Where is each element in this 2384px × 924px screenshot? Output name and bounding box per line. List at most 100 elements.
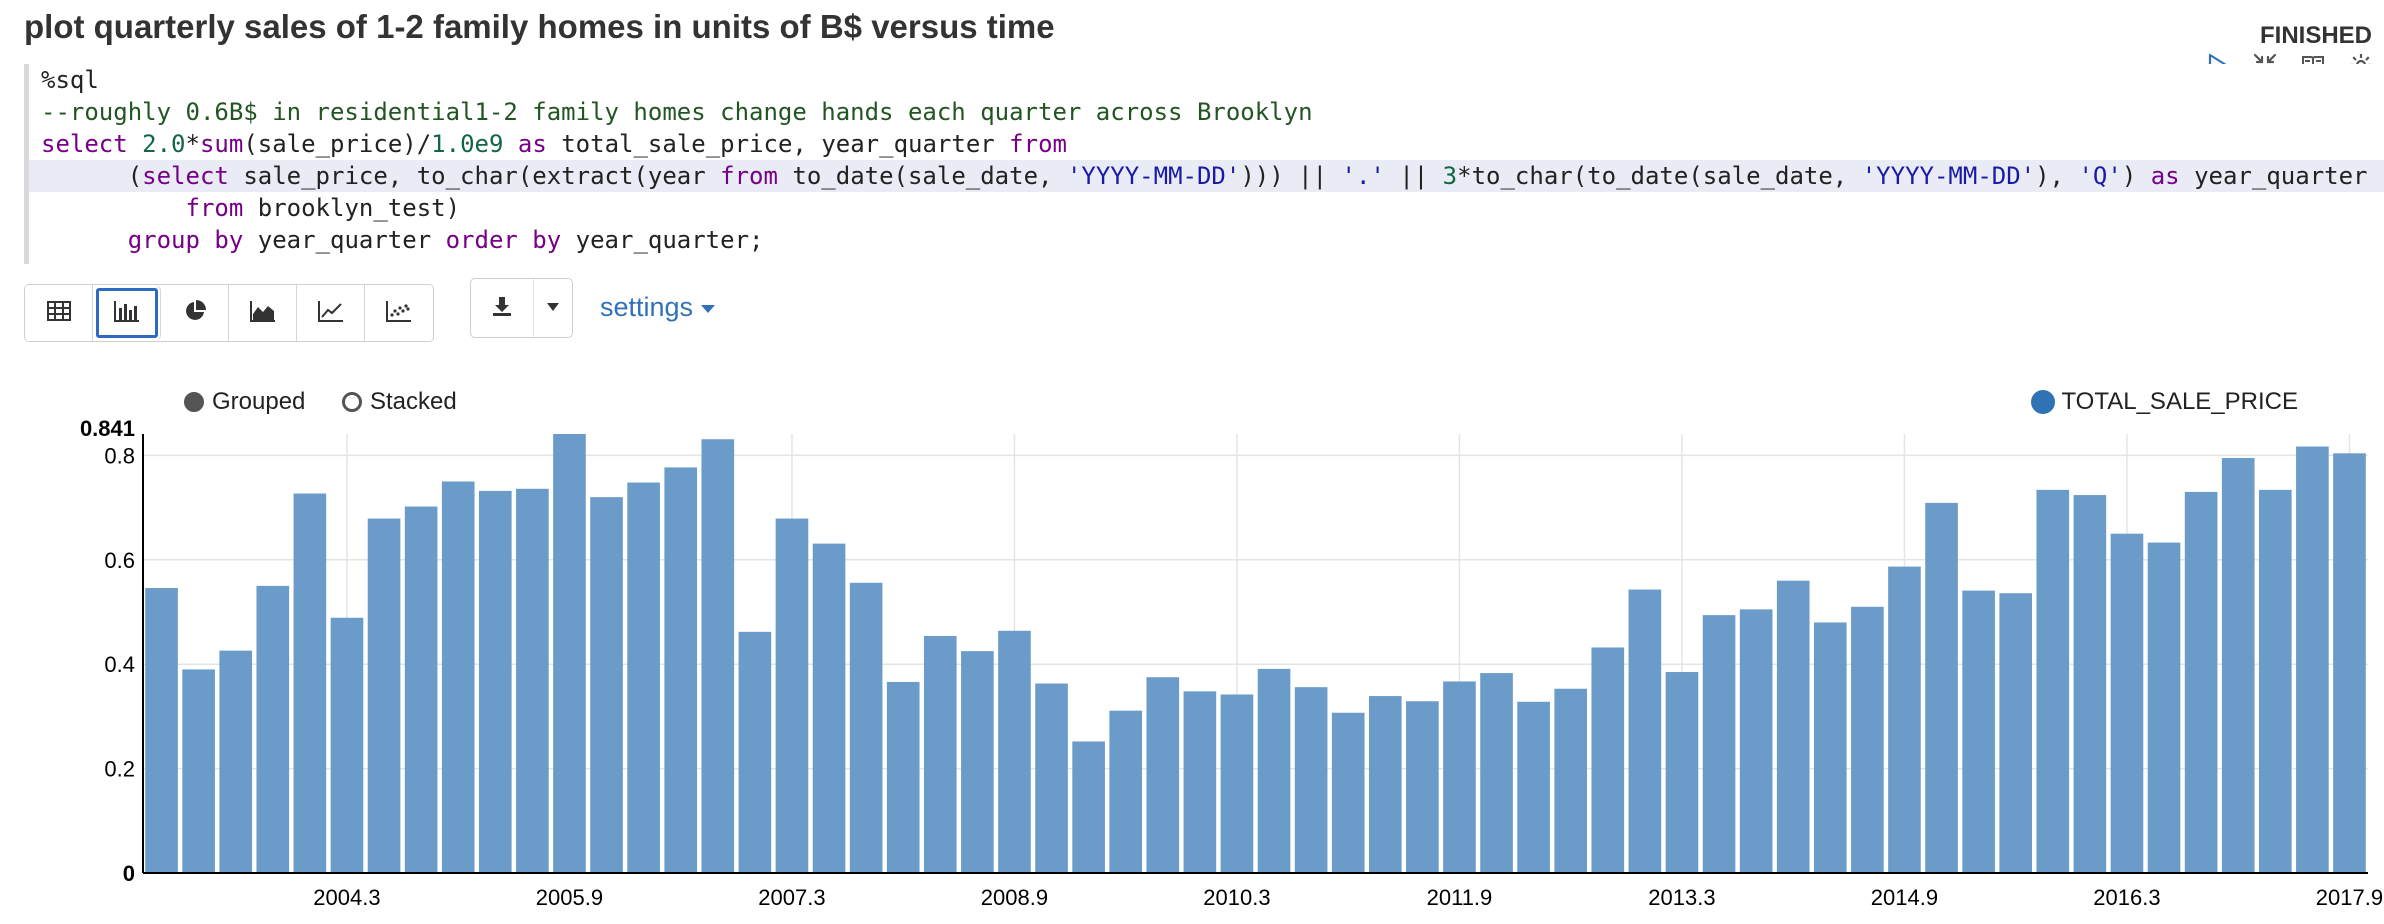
bar: [812, 543, 846, 873]
y-tick-label: 0: [123, 861, 135, 886]
bar: [849, 582, 883, 873]
download-group: [470, 278, 573, 338]
legend-swatch: [2031, 390, 2056, 414]
bar: [1591, 647, 1625, 873]
x-tick-label: 2007.3: [758, 885, 825, 910]
download-dropdown-toggle[interactable]: [534, 279, 572, 337]
bar: [1702, 615, 1736, 873]
y-tick-label: 0.6: [104, 548, 135, 573]
bar: [1776, 580, 1810, 873]
bar: [293, 493, 327, 873]
download-button[interactable]: [471, 279, 534, 337]
y-tick-label: 0.8: [104, 443, 135, 468]
bar-chart-view-button[interactable]: [93, 285, 161, 341]
bar: [1257, 668, 1291, 873]
code-editor[interactable]: %sql --roughly 0.6B$ in residential1-2 f…: [24, 64, 2384, 264]
bar: [998, 630, 1031, 873]
bar: [1406, 701, 1439, 873]
table-view-button[interactable]: [25, 285, 93, 341]
bar: [2333, 453, 2366, 873]
x-tick-label: 2010.3: [1203, 885, 1270, 910]
y-tick-label: 0.2: [104, 757, 135, 782]
line-chart-view-button[interactable]: [297, 285, 365, 341]
paragraph-title: plot quarterly sales of 1-2 family homes…: [24, 8, 1055, 45]
bar: [1888, 566, 1921, 873]
code-line-3: select 2.0*sum(sale_price)/1.0e9 as tota…: [41, 130, 1067, 158]
bar: [516, 488, 549, 873]
area-chart-icon: [249, 300, 276, 327]
bar: [886, 681, 920, 873]
x-tick-label: 2004.3: [313, 885, 380, 910]
bar: [961, 651, 994, 873]
bar: [1443, 681, 1476, 873]
bar: [1035, 683, 1068, 873]
bar: [367, 518, 401, 873]
bar: [219, 650, 253, 873]
settings-dropdown[interactable]: settings: [600, 292, 716, 323]
bar: [1517, 701, 1550, 873]
bar: [2110, 533, 2144, 873]
bar: [923, 636, 957, 873]
x-tick-label: 2016.3: [2093, 885, 2160, 910]
settings-label: settings: [600, 292, 694, 322]
bar: [775, 518, 809, 873]
settings-caret-icon: [701, 305, 716, 313]
bar: [1220, 694, 1254, 873]
bar: [1665, 672, 1699, 873]
bar: [1962, 590, 1995, 873]
stacked-radio[interactable]: Stacked: [342, 388, 457, 416]
grouped-radio[interactable]: Grouped: [184, 388, 305, 416]
bar: [1368, 696, 1402, 873]
scatter-chart-view-button[interactable]: [365, 285, 433, 341]
bar: [553, 434, 586, 873]
table-icon: [46, 300, 71, 326]
download-icon: [491, 295, 513, 322]
code-line-6: group by year_quarter order by year_quar…: [127, 226, 764, 254]
bar: [1183, 691, 1217, 873]
line-chart-icon: [317, 300, 344, 327]
bar: [627, 482, 660, 873]
bar: [1813, 622, 1847, 873]
bar: [478, 490, 512, 873]
bar: [1331, 712, 1365, 873]
x-tick-label: 2013.3: [1648, 885, 1715, 910]
caret-down-icon: [546, 299, 560, 317]
x-tick-label: 2014.9: [1871, 885, 1938, 910]
bar: [590, 497, 623, 873]
code-line-4: (select sale_price, to_char(extract(year…: [29, 160, 2384, 192]
bar: [1146, 677, 1180, 873]
bar: [701, 439, 735, 873]
pie-chart-view-button[interactable]: [161, 285, 229, 341]
radio-checked-icon: [184, 392, 204, 412]
code-line-5: from brooklyn_test): [185, 194, 461, 222]
bar: [2036, 489, 2070, 873]
bar: [145, 587, 178, 873]
stacked-label: Stacked: [370, 388, 457, 415]
chart-legend-item[interactable]: TOTAL_SALE_PRICE: [2031, 388, 2298, 416]
bar-chart: 0 0.2 0.4 0.6 0.80.841 2004.3 2005.9 2007.3 2008…: [80, 420, 2383, 910]
x-tick-label: 2017.9: [2316, 885, 2383, 910]
bar: [1294, 687, 1328, 873]
bar: [441, 481, 475, 873]
bar: [1554, 688, 1588, 873]
visualization-selector: [24, 284, 434, 342]
bar: [1628, 589, 1662, 873]
code-line-2: --roughly 0.6B$ in residential1-2 family…: [41, 98, 1313, 126]
bar: [738, 631, 772, 873]
radio-unchecked-icon: [342, 392, 362, 412]
bar: [2258, 489, 2292, 873]
code-line-1: %sql: [41, 66, 99, 94]
paragraph-status: FINISHED: [2259, 22, 2372, 49]
area-chart-view-button[interactable]: [229, 285, 297, 341]
bar: [182, 669, 215, 873]
bar: [2147, 542, 2181, 873]
bar: [1109, 710, 1143, 873]
x-tick-label: 2011.9: [1427, 885, 1493, 910]
y-tick-label: 0.4: [104, 652, 135, 677]
bar: [1739, 609, 1773, 873]
bar: [1072, 741, 1105, 873]
bar: [1999, 593, 2033, 873]
bar: [330, 617, 364, 873]
scatter-chart-icon: [386, 300, 412, 327]
legend-label: TOTAL_SALE_PRICE: [2061, 388, 2298, 415]
